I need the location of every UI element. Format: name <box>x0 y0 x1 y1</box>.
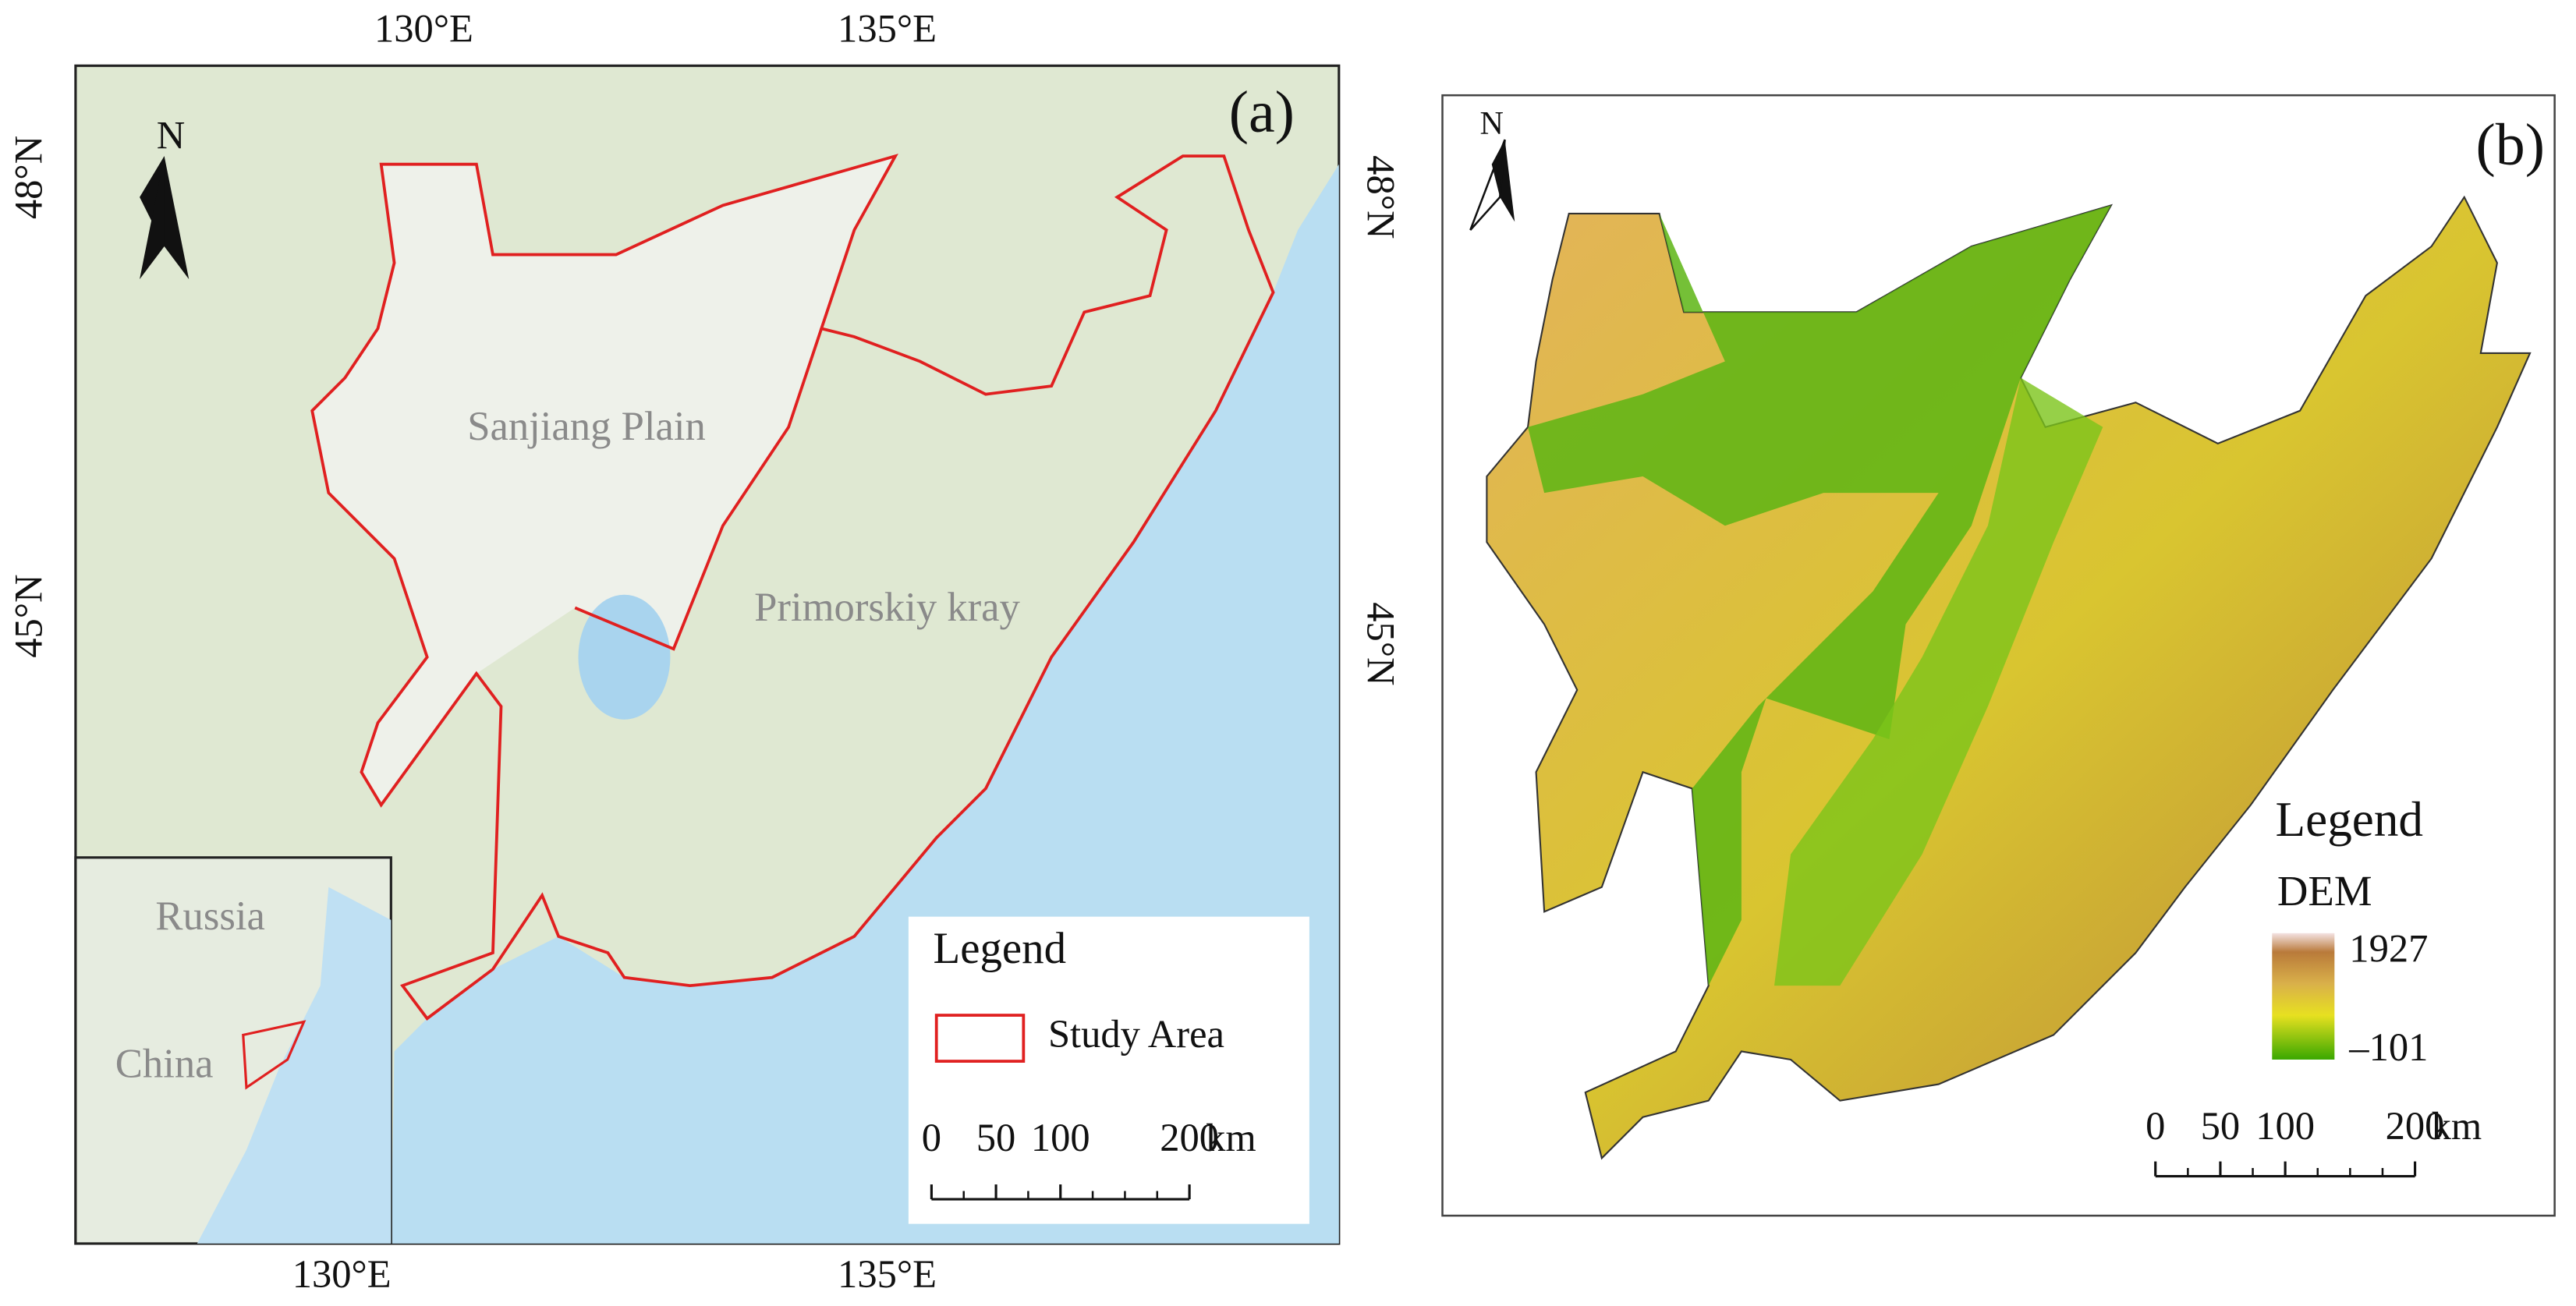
lon-label: 135°E <box>838 1252 937 1296</box>
lake <box>578 594 671 720</box>
lon-label: 130°E <box>374 7 473 51</box>
lat-label: 48°N <box>1359 155 1403 239</box>
plain-area <box>312 156 896 805</box>
legend-colorbar <box>2272 933 2335 1060</box>
scale-label: 0 <box>922 1116 941 1159</box>
panel-b: N (b) Legend DEM 1927 –101 <box>1441 94 2556 1217</box>
legend-high: 1927 <box>2349 927 2428 971</box>
scale-label: 200 <box>2386 1104 2445 1148</box>
place-label: Primorskiy kray <box>754 585 1020 630</box>
legend-low: –101 <box>2348 1025 2428 1069</box>
scale-label: 100 <box>2255 1104 2315 1148</box>
inset-label: China <box>115 1042 214 1087</box>
legend-title: Legend <box>933 924 1066 973</box>
lon-label: 130°E <box>292 1252 392 1296</box>
panel-tag: (a) <box>1229 80 1295 145</box>
scale-label: 50 <box>976 1116 1016 1159</box>
study-area-boundary <box>310 154 1275 1021</box>
dem-lowland <box>1528 205 2111 986</box>
north-arrow-left <box>1469 139 1506 231</box>
scale-label: 200 <box>1160 1116 1219 1159</box>
scale-unit: km <box>2432 1104 2482 1148</box>
inset-study-area <box>242 1020 306 1090</box>
north-label: N <box>157 114 186 157</box>
legend-box <box>908 916 1309 1224</box>
scale-unit: km <box>1206 1116 1256 1159</box>
lat-label: 45°N <box>1359 602 1403 685</box>
north-arrow-left <box>140 156 165 280</box>
legend-title: Legend <box>2276 792 2423 847</box>
panel-tag: (b) <box>2476 112 2545 178</box>
scale-label: 0 <box>2145 1104 2165 1148</box>
legend-layer: DEM <box>2277 867 2372 915</box>
dem-valley <box>1774 377 2103 986</box>
lon-label: 135°E <box>838 7 937 51</box>
inset-sea <box>197 887 392 1244</box>
lat-label: 48°N <box>7 136 51 219</box>
scale-label: 100 <box>1031 1116 1090 1159</box>
lat-label: 45°N <box>7 574 51 657</box>
inset-label: Russia <box>155 894 264 939</box>
legend-item: Study Area <box>1048 1012 1224 1056</box>
border-line <box>574 327 824 651</box>
place-label: Sanjiang Plain <box>467 404 706 449</box>
panel-a: N (a) 130°E 135°E 130°E 135°E 48°N 45°N … <box>7 7 1403 1296</box>
scale-label: 50 <box>2201 1104 2241 1148</box>
north-label: N <box>1479 105 1503 142</box>
legend-swatch <box>934 1014 1026 1063</box>
